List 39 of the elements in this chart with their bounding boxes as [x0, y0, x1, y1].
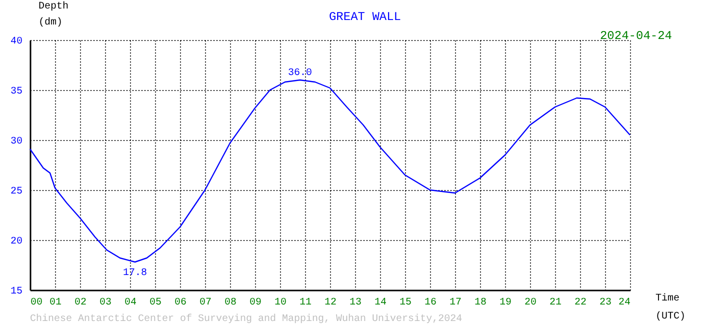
- annotation: 17.8: [122, 268, 148, 279]
- x-tick-label: 04: [124, 298, 137, 308]
- line-series: [29, 79, 631, 263]
- x-tick-label: 23: [599, 298, 612, 308]
- x-tick-label: 14: [374, 298, 387, 308]
- chart-subtitle: 2024-04-24: [600, 29, 672, 43]
- x-tick-label: 07: [199, 298, 212, 308]
- x-tick-label: 10: [274, 298, 287, 308]
- annotation: 36.0: [288, 68, 312, 79]
- y-tick-label: 30: [10, 136, 22, 148]
- x-tick-label: 05: [149, 298, 162, 308]
- y-tick-label: 40: [10, 36, 22, 48]
- y-axis-title: Depth (dm): [38, 0, 69, 28]
- x-tick-label: 21: [549, 298, 562, 308]
- x-tick-label: 15: [399, 298, 412, 308]
- chart-title: GREAT WALL: [328, 10, 401, 24]
- x-tick-label: 20: [524, 298, 537, 308]
- x-tick-label: 16: [424, 298, 437, 308]
- x-tick-label: 00: [30, 298, 43, 308]
- x-tick-label: 22: [574, 298, 587, 308]
- x-tick-label: 08: [224, 298, 237, 308]
- x-tick-label: 01: [49, 298, 62, 308]
- x-tick-label: 13: [349, 298, 362, 308]
- x-tick-label: 06: [174, 298, 187, 308]
- y-tick-label: 20: [10, 236, 22, 248]
- x-tick-label: 24: [618, 298, 630, 308]
- x-tick-label: 19: [499, 298, 512, 308]
- x-tick-label: 11: [299, 298, 312, 308]
- x-tick-label: 09: [249, 298, 262, 308]
- y-tick-label: 15: [10, 286, 22, 298]
- x-tick-label: 18: [474, 298, 487, 308]
- x-tick-label: 02: [74, 298, 87, 308]
- y-tick-label: 25: [10, 186, 22, 198]
- x-tick-label: 17: [449, 298, 462, 308]
- x-tick-label: 12: [324, 298, 337, 308]
- x-axis-title: Time (UTC): [656, 292, 686, 322]
- x-tick-label: 03: [99, 298, 112, 308]
- text: Chinese Antarctic Center of Surveying and Mapping, Wuhan University,2024: [30, 314, 462, 325]
- y-tick-label: 35: [10, 86, 22, 98]
